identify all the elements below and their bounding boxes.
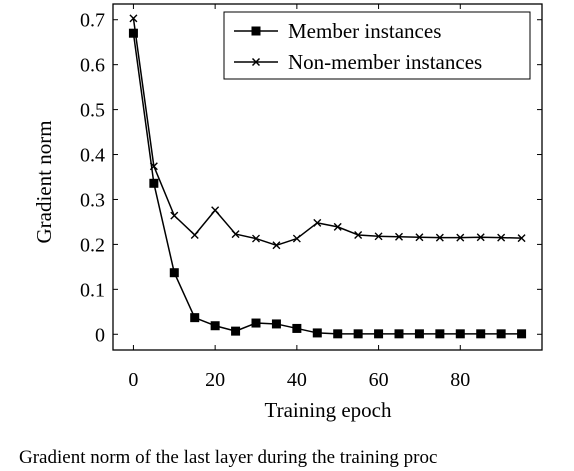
data-point-x xyxy=(374,232,383,241)
series-group xyxy=(128,14,527,339)
data-point-square xyxy=(374,329,384,339)
data-point-square xyxy=(517,329,527,339)
data-point-x xyxy=(149,162,158,171)
data-point-square xyxy=(414,329,424,339)
data-point-x xyxy=(313,218,322,227)
y-tick-label: 0.7 xyxy=(80,10,105,32)
y-tick-label: 0.6 xyxy=(80,55,105,77)
y-tick-label: 0 xyxy=(95,324,105,346)
legend: Member instances Non-member instances xyxy=(223,11,531,80)
data-point-x xyxy=(395,232,403,241)
data-point-x xyxy=(190,230,199,239)
data-point-x xyxy=(415,233,424,242)
data-point-x xyxy=(497,233,506,242)
legend-marker-nonmember xyxy=(251,57,261,67)
series-line xyxy=(132,18,522,247)
x-tick-label: 20 xyxy=(205,369,225,391)
data-point-square xyxy=(210,321,220,331)
y-axis-ticks: 0 0.1 0.2 0.3 0.4 0.5 0.6 0.7 xyxy=(80,10,542,346)
x-tick-label: 0 xyxy=(128,369,138,391)
data-point-x xyxy=(517,234,526,243)
y-tick-label: 0.1 xyxy=(80,279,105,301)
x-axis-label: Training epoch xyxy=(265,398,392,422)
data-point-x xyxy=(292,234,301,243)
data-point-x xyxy=(333,222,342,231)
x-tick-label: 60 xyxy=(369,369,389,391)
data-point-x xyxy=(231,230,240,239)
data-point-square xyxy=(190,313,200,323)
data-point-square xyxy=(149,178,159,188)
data-point-square xyxy=(353,329,363,339)
data-point-square xyxy=(169,268,179,278)
y-tick-label: 0.5 xyxy=(80,100,105,122)
data-point-x xyxy=(252,234,260,243)
data-point-square xyxy=(394,329,404,339)
data-point-x xyxy=(354,230,363,239)
data-point-square xyxy=(476,329,486,339)
data-point-square xyxy=(312,328,322,338)
legend-marker-member xyxy=(251,26,261,36)
x-axis-ticks: 0 20 40 60 80 xyxy=(128,4,470,391)
legend-label-member: Member instances xyxy=(288,19,441,43)
data-point-square xyxy=(496,329,506,339)
series-member xyxy=(128,28,527,339)
gradient-norm-chart: 0 0.1 0.2 0.3 0.4 0.5 0.6 0.7 0 20 40 60 80 Trainin… xyxy=(32,3,543,422)
figure-caption: Gradient norm of the last layer during t… xyxy=(19,447,438,468)
data-point-square xyxy=(435,329,445,339)
legend-label-nonmember: Non-member instances xyxy=(288,50,482,74)
y-axis-label: Gradient norm xyxy=(32,120,56,243)
legend-box xyxy=(223,11,531,80)
data-point-square xyxy=(128,28,138,38)
plot-frame xyxy=(112,3,543,351)
y-tick-label: 0.4 xyxy=(80,145,105,167)
series-nonmember xyxy=(129,14,526,250)
data-point-square xyxy=(231,326,241,336)
data-point-x xyxy=(129,14,138,23)
x-tick-label: 80 xyxy=(450,369,470,391)
data-point-x xyxy=(272,241,281,250)
x-tick-label: 40 xyxy=(287,369,307,391)
data-point-x xyxy=(435,233,444,242)
data-point-x xyxy=(456,233,465,242)
data-point-square xyxy=(251,318,261,328)
data-point-x xyxy=(211,206,220,215)
data-point-x xyxy=(476,233,485,242)
data-point-square xyxy=(292,323,302,333)
data-point-x xyxy=(170,211,179,220)
data-point-square xyxy=(271,319,281,329)
data-point-square xyxy=(333,329,343,339)
y-tick-label: 0.3 xyxy=(80,189,105,211)
data-point-square xyxy=(455,329,465,339)
y-tick-label: 0.2 xyxy=(80,234,105,256)
